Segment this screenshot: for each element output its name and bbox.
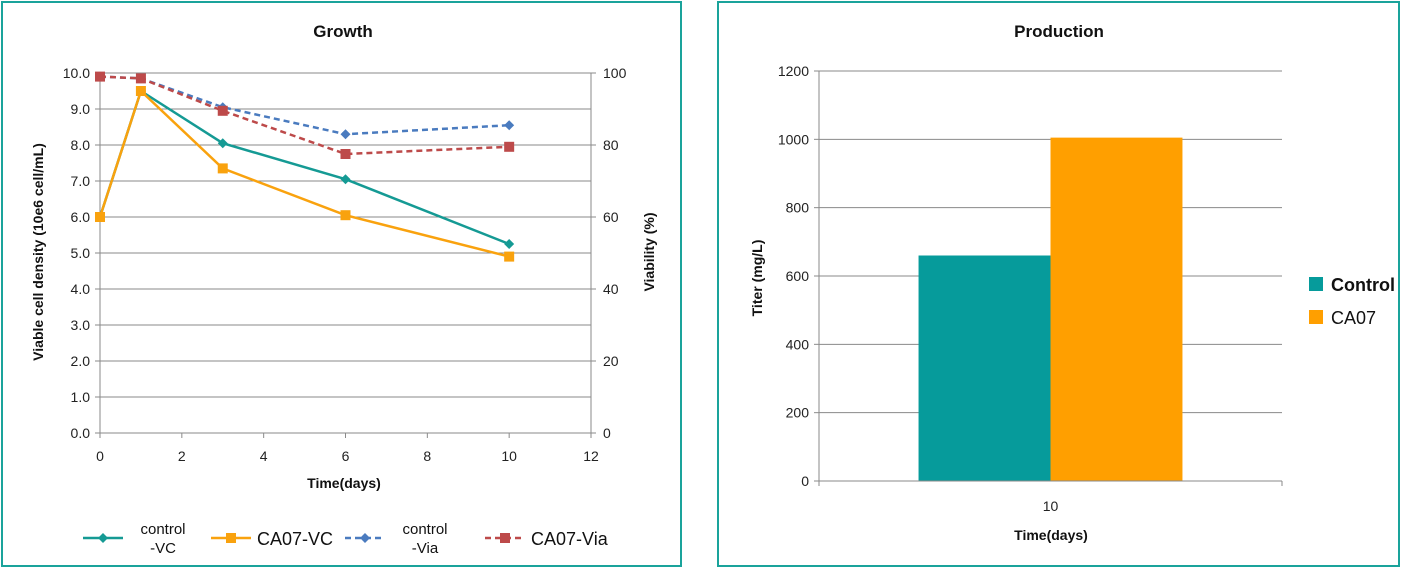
growth-y-tick-label: 7.0: [71, 173, 91, 189]
production-y-tick-label: 400: [786, 336, 810, 352]
growth-y-tick-label: 5.0: [71, 245, 91, 261]
series-line-control-vc: [98, 89, 510, 246]
production-y-tick-label: 200: [786, 405, 810, 421]
data-point-ca07-via: [504, 141, 515, 152]
growth-chart-title: Growth: [313, 22, 373, 41]
production-y-axis-title: Titer (mg/L): [749, 240, 765, 317]
legend-label-ca07: CA07: [1331, 308, 1376, 328]
production-chart-title: Production: [1014, 22, 1104, 41]
series-line-ca07-vc: [98, 88, 510, 258]
production-y-tick-label: 600: [786, 268, 810, 284]
legend-item-control-via: control -Via: [345, 521, 448, 557]
production-chart: Production 0 200 400 600 800 1000 1200 10 Time(…: [749, 22, 1395, 543]
legend-swatch-control: [1309, 277, 1323, 291]
legend-item-control-vc: control -VC: [83, 521, 186, 557]
legend-marker-control-vc: [98, 533, 108, 543]
growth-y2-tick-label: 20: [603, 353, 619, 369]
growth-y-tick-label: 4.0: [71, 281, 91, 297]
legend-item-ca07: CA07: [1309, 308, 1376, 328]
production-legend: Control CA07: [1309, 275, 1395, 328]
data-point-control-via: [340, 129, 351, 140]
legend-label-control: Control: [1331, 275, 1395, 295]
growth-legend: control -VC CA07-VC control -Via CA07-Via: [83, 521, 609, 557]
legend-marker-ca07-via: [500, 533, 510, 543]
growth-y2-axis-title: Viability (%): [641, 212, 657, 291]
bar-control-10: [918, 255, 1051, 481]
data-point-control-vc: [504, 239, 515, 249]
growth-x-tick-label: 2: [178, 448, 186, 464]
series-control-vc: [95, 86, 515, 249]
data-point-control-vc: [217, 138, 228, 149]
data-point-ca07-vc: [340, 210, 351, 221]
legend-label-control-via-line1: control: [402, 521, 447, 538]
data-point-ca07-vc: [504, 251, 515, 262]
legend-label-control-via-line2: -Via: [412, 540, 439, 557]
data-point-ca07-via: [340, 149, 351, 159]
growth-x-tick-label: 4: [260, 448, 268, 464]
growth-y2-tick-label: 80: [603, 137, 619, 153]
growth-y-tick-label: 6.0: [71, 209, 91, 225]
legend-marker-ca07-vc: [226, 533, 236, 543]
production-y-tick-label: 1000: [778, 131, 809, 147]
growth-y2-tick-label: 100: [603, 65, 627, 81]
bar-ca07-10: [1050, 137, 1183, 481]
growth-x-tick-label: 0: [96, 448, 104, 464]
data-point-ca07-via: [95, 71, 105, 82]
production-x-tick-label: 10: [1043, 498, 1059, 514]
legend-label-ca07-vc: CA07-VC: [257, 529, 333, 549]
legend-label-control-vc-line1: control: [140, 521, 185, 538]
legend-label-control-vc-line2: -VC: [150, 540, 176, 557]
data-point-ca07-vc: [217, 163, 228, 174]
growth-x-axis-title: Time(days): [307, 475, 381, 491]
data-point-control-via: [504, 120, 515, 131]
series-ca07-via: [95, 71, 515, 159]
growth-y-tick-label: 9.0: [71, 101, 91, 117]
data-point-ca07-vc: [135, 86, 146, 96]
data-point-control-vc: [340, 174, 351, 185]
growth-y-axis-title: Viable cell density (10e6 cell/mL): [30, 143, 46, 361]
growth-x-tick-label: 10: [501, 448, 517, 464]
series-ca07-vc: [95, 86, 515, 262]
growth-y2-tick-label: 40: [603, 281, 619, 297]
growth-x-tick-label: 12: [583, 448, 599, 464]
production-y-tick-label: 1200: [778, 63, 809, 79]
growth-y-tick-label: 2.0: [71, 353, 91, 369]
growth-y-tick-label: 10.0: [63, 65, 90, 81]
growth-x-tick-label: 6: [342, 448, 350, 464]
legend-label-ca07-via: CA07-Via: [531, 529, 609, 549]
legend-marker-control-via: [360, 533, 370, 543]
growth-y2-tick-label: 0: [603, 425, 611, 441]
growth-y-tick-label: 0.0: [71, 425, 91, 441]
production-chart-panel: Production 0 200 400 600 800 1000 1200 10 Time(…: [717, 1, 1400, 567]
data-point-ca07-via: [135, 73, 146, 84]
growth-chart-panel: Growth 0.0 1.0 2.0 3.0 4.0 5.0 6.0 7.0 8.0 9.0 10.…: [1, 1, 682, 567]
series-line-ca07-via: [99, 75, 510, 156]
production-x-axis-title: Time(days): [1014, 527, 1088, 543]
growth-y-tick-label: 1.0: [71, 389, 91, 405]
growth-chart: Growth 0.0 1.0 2.0 3.0 4.0 5.0 6.0 7.0 8.0 9.0 10.…: [30, 22, 657, 557]
growth-x-tick-label: 8: [423, 448, 431, 464]
data-point-ca07-via: [217, 105, 228, 116]
production-y-tick-label: 800: [786, 200, 810, 216]
growth-y-tick-label: 8.0: [71, 137, 91, 153]
growth-y2-tick-label: 60: [603, 209, 619, 225]
legend-item-ca07-vc: CA07-VC: [211, 529, 333, 549]
production-y-tick-label: 0: [801, 473, 809, 489]
legend-item-control: Control: [1309, 275, 1395, 295]
legend-swatch-ca07: [1309, 310, 1323, 324]
data-point-ca07-vc: [95, 212, 105, 222]
legend-item-ca07-via: CA07-Via: [485, 529, 609, 549]
growth-y-tick-label: 3.0: [71, 317, 91, 333]
